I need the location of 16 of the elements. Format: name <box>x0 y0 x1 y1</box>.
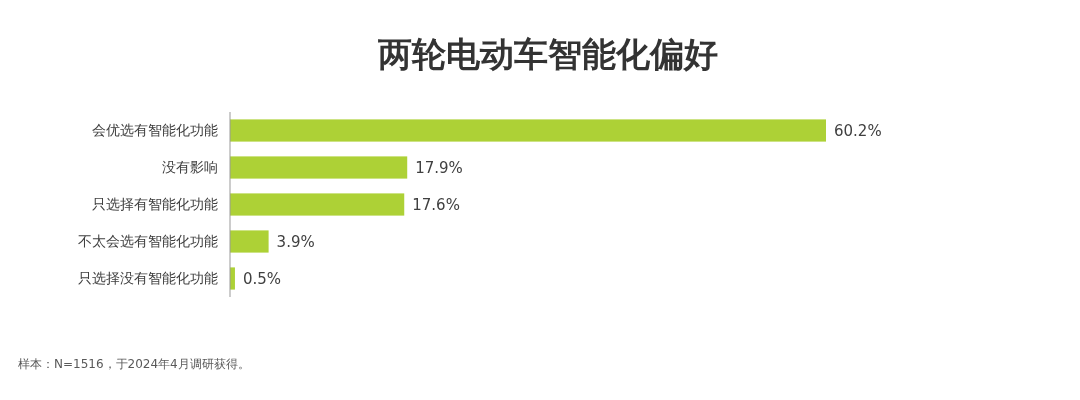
bar <box>230 119 826 142</box>
text: 样本：N=1516，于2024年4月调研获得。 <box>18 357 250 371</box>
y-tick-label: 会优选有智能化功能 <box>92 122 218 139</box>
y-tick-label: 没有影响 <box>162 159 218 176</box>
data-label: 3.9% <box>276 232 315 251</box>
bar <box>230 193 405 216</box>
y-tick-label: 只选择没有智能化功能 <box>78 270 218 287</box>
data-label: 60.2% <box>834 121 882 140</box>
data-label: 0.5% <box>242 269 282 288</box>
bar <box>230 156 408 179</box>
chart-title: 两轮电动车智能化偏好 <box>377 34 718 74</box>
bar <box>230 230 269 253</box>
data-label: 17.9% <box>415 158 463 177</box>
data-label: 17.6% <box>412 195 460 214</box>
y-tick-label: 不太会选有智能化功能 <box>78 233 218 250</box>
y-tick-label: 只选择有智能化功能 <box>92 196 218 213</box>
